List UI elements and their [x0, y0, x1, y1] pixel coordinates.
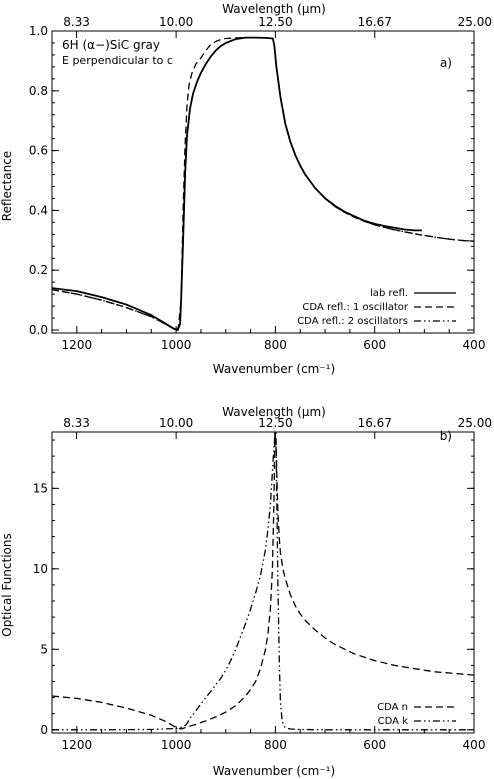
panel-a-y-tick-label: 0.8	[29, 84, 48, 98]
panel-a-bottom-axis-label: Wavenumber (cm⁻¹)	[213, 362, 335, 376]
panel-b-x2-tick-label: 12.50	[258, 416, 292, 430]
panel-a-series-0	[51, 36, 422, 331]
panel-a-y-tick-label: 0.4	[29, 203, 48, 217]
panel-b-x2-tick-label: 10.00	[159, 416, 193, 430]
panel-b-bottom-axis-label: Wavenumber (cm⁻¹)	[213, 764, 335, 778]
panel-a-y-axis-label: Reflectance	[0, 151, 14, 221]
panel-a-x-tick-label: 400	[463, 338, 486, 352]
panel-a-legend-label: CDA refl.: 2 oscillators	[297, 316, 408, 327]
panel-b-y-tick-label: 15	[33, 481, 48, 495]
panel-a-legend-label: CDA refl.: 1 oscillator	[302, 302, 408, 313]
panel-b-series-0	[51, 431, 475, 730]
panel-b-y-axis-label: Optical Functions	[0, 533, 14, 637]
panel-a-x-tick-label: 800	[264, 338, 287, 352]
panel-b-x-tick-label: 400	[463, 738, 486, 752]
panel-a-label: a)	[440, 56, 452, 70]
panel-a-x2-tick-label: 10.00	[159, 15, 193, 29]
panel-a-annotation-1: 6H (α−)SiC gray	[62, 38, 160, 52]
panel-b-label: b)	[440, 429, 452, 443]
panel-a-y-tick-label: 1.0	[29, 24, 48, 38]
panel-a-top-axis-label: Wavelength (μm)	[222, 2, 326, 16]
panel-b-legend-label: CDA k	[378, 716, 409, 727]
panel-a-series-1	[51, 36, 475, 331]
panel-a-x2-tick-label: 12.50	[258, 15, 292, 29]
panel-b-x2-tick-label: 16.67	[358, 416, 392, 430]
panel-a-annotation-2: E perpendicular to c	[62, 54, 173, 67]
panel-b-y-tick-label: 10	[33, 562, 48, 576]
panel-a-frame	[51, 30, 475, 334]
panel-a-legend-label: lab refl.	[370, 288, 408, 299]
panel-b-x-tick-label: 600	[363, 738, 386, 752]
panel-a-y-tick-label: 0.2	[29, 263, 48, 277]
panel-b-legend-label: CDA n	[377, 702, 408, 713]
panel-a-x-tick-label: 600	[363, 338, 386, 352]
panel-a-x2-tick-label: 8.33	[63, 15, 90, 29]
panel-b-x-tick-label: 800	[264, 738, 287, 752]
panel-a-series-2	[51, 36, 475, 331]
panel-b-x2-tick-label: 25.00	[458, 416, 492, 430]
panel-a-x2-tick-label: 16.67	[358, 15, 392, 29]
panel-a-x2-tick-label: 25.00	[458, 15, 492, 29]
panel-b-y-tick-label: 5	[40, 642, 48, 656]
panel-b-top-axis-label: Wavelength (μm)	[222, 405, 326, 419]
panel-b-y-tick-label: 0	[40, 723, 48, 737]
panel-b-frame	[51, 431, 475, 734]
panel-a-x-tick-label: 1000	[161, 338, 192, 352]
panel-b-x-tick-label: 1000	[161, 738, 192, 752]
panel-a-y-tick-label: 0.6	[29, 144, 48, 158]
panel-b-x-tick-label: 1200	[62, 738, 93, 752]
panel-a-y-tick-label: 0.0	[29, 323, 48, 337]
panel-b-series-1	[52, 434, 474, 731]
panel-a-x-tick-label: 1200	[62, 338, 93, 352]
panel-b-x2-tick-label: 8.33	[63, 416, 90, 430]
